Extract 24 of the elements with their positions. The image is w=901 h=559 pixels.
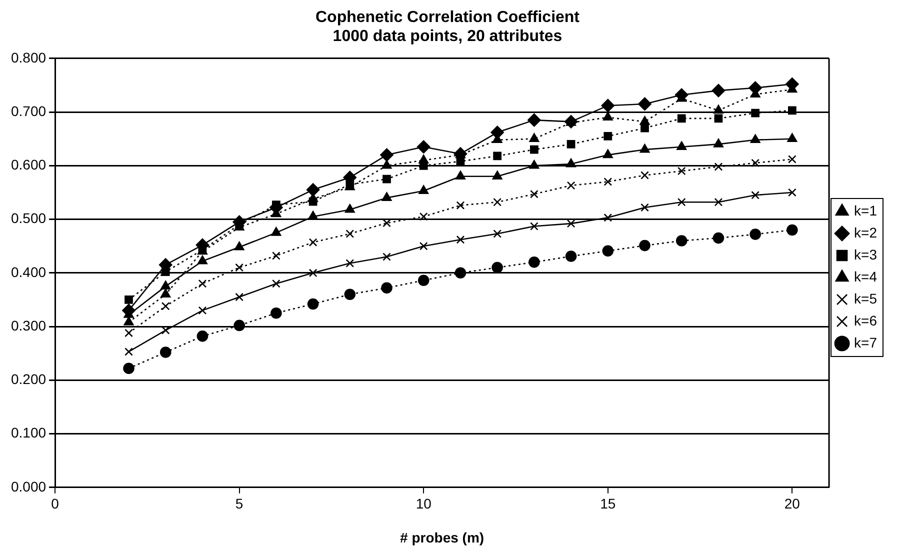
y-tick-label: 0.400 — [10, 264, 46, 280]
x-tick-label: 10 — [416, 496, 432, 512]
x-tick-label: 15 — [600, 496, 616, 512]
text: 1000 data points, 20 attributes — [332, 28, 562, 46]
x-tick-label: 5 — [235, 496, 244, 512]
x-axis-title: # probes (m) — [400, 529, 484, 546]
legend-label: k=4 — [854, 268, 878, 284]
y-tick-label: 0.700 — [10, 102, 46, 119]
x-tick-label: 20 — [784, 496, 800, 512]
y-tick-label: 0.000 — [10, 478, 46, 494]
x-tick-label: 0 — [51, 496, 60, 512]
legend-label: k=6 — [854, 312, 878, 328]
y-tick-label: 0.500 — [10, 210, 46, 226]
y-tick-label: 0.600 — [10, 156, 46, 173]
y-tick-label: 0.800 — [10, 49, 46, 66]
y-tick-label: 0.300 — [10, 317, 46, 334]
y-tick-label: 0.100 — [10, 424, 46, 441]
legend-label: k=5 — [854, 290, 878, 306]
legend-label: k=7 — [854, 334, 878, 350]
legend-label: k=1 — [854, 202, 878, 218]
legend-label: k=3 — [854, 246, 878, 262]
y-tick-label: 0.200 — [10, 371, 46, 388]
legend-label: k=2 — [854, 224, 878, 240]
text: Cophenetic Correlation Coefficient — [315, 9, 580, 26]
